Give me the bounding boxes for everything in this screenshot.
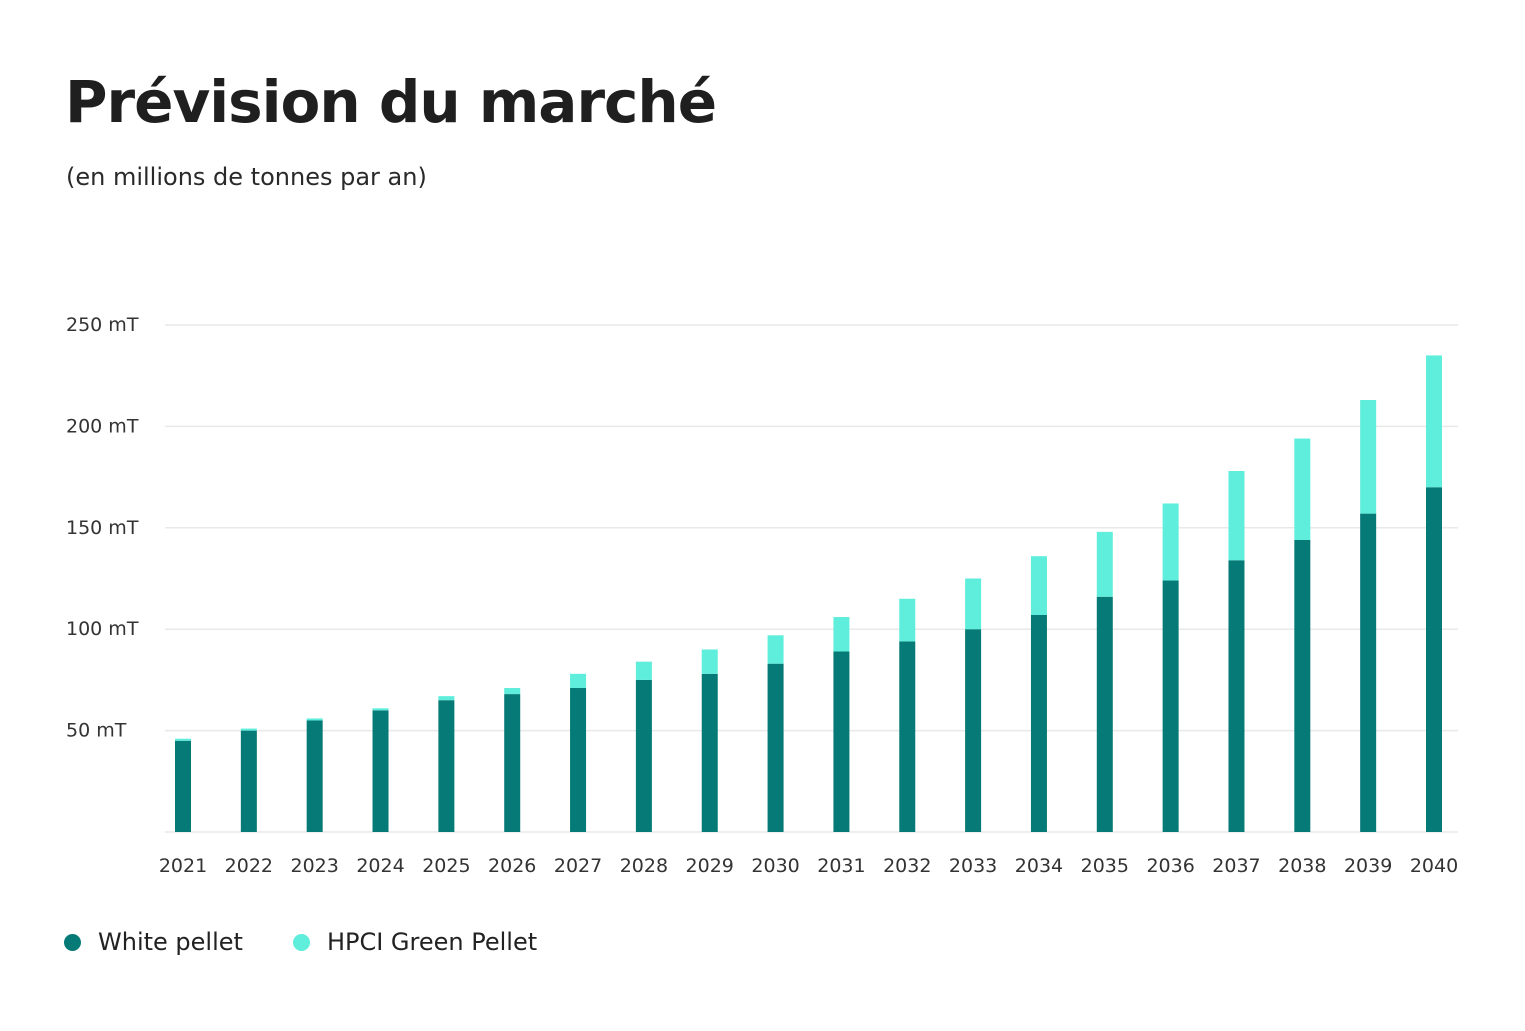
chart-subtitle: (en millions de tonnes par an) [66,163,427,191]
bar-segment-hpci-green-pellet-2039 [1360,400,1377,514]
y-tick-label: 50 mT [66,720,127,742]
x-tick-label-2021: 2021 [159,855,207,877]
x-tick-label-2030: 2030 [751,855,799,877]
bar-segment-hpci-green-pellet-2040 [1426,355,1442,488]
bar-segment-hpci-green-pellet-2034 [1030,556,1047,616]
x-tick-label-2037: 2037 [1212,855,1260,877]
bar-segment-white-pellet-2025 [438,700,455,832]
bar-segment-white-pellet-2030 [767,663,784,832]
x-tick-label-2031: 2031 [817,855,865,877]
bar-segment-hpci-green-pellet-2038 [1294,438,1311,540]
bars [175,355,1442,832]
bar-segment-white-pellet-2021 [175,740,191,832]
legend: White pellet HPCI Green Pellet [64,928,587,956]
bar-segment-hpci-green-pellet-2036 [1162,503,1179,581]
bar-segment-white-pellet-2026 [504,694,521,832]
x-tick-label-2039: 2039 [1344,855,1392,877]
legend-swatch-white-pellet [64,933,81,951]
gridlines [165,324,1458,833]
bar-segment-hpci-green-pellet-2030 [767,635,784,664]
bar-segment-white-pellet-2024 [372,710,389,832]
bar-segment-hpci-green-pellet-2024 [372,708,389,711]
bar-segment-hpci-green-pellet-2025 [438,696,455,701]
bar-segment-white-pellet-2039 [1360,513,1377,832]
bar-segment-hpci-green-pellet-2029 [701,649,718,674]
bar-segment-hpci-green-pellet-2023 [306,718,323,721]
legend-item-white-pellet: White pellet [64,928,243,956]
x-tick-label-2040: 2040 [1410,855,1458,877]
bar-segment-white-pellet-2029 [701,673,718,832]
bar-segment-hpci-green-pellet-2033 [965,578,982,630]
bar-segment-white-pellet-2040 [1426,487,1442,832]
bar-segment-hpci-green-pellet-2037 [1228,471,1245,561]
x-tick-label-2027: 2027 [554,855,602,877]
bar-segment-white-pellet-2034 [1030,615,1047,832]
y-tick-label: 200 mT [66,415,139,437]
x-tick-label-2034: 2034 [1015,855,1063,877]
x-tick-label-2022: 2022 [225,855,273,877]
x-tick-label-2028: 2028 [620,855,668,877]
bar-segment-hpci-green-pellet-2026 [504,688,521,695]
bar-segment-hpci-green-pellet-2031 [833,617,850,652]
y-tick-label: 100 mT [66,618,139,640]
bar-segment-hpci-green-pellet-2028 [635,661,652,680]
bar-segment-white-pellet-2035 [1096,596,1113,832]
legend-label-white-pellet: White pellet [98,928,243,956]
x-axis-tick-labels: 2021 2022 2023 2024 2025 2026 2027 2028 2029 2030… [159,855,1458,877]
x-tick-label-2025: 2025 [422,855,470,877]
bar-segment-white-pellet-2022 [240,730,257,832]
x-tick-label-2038: 2038 [1278,855,1326,877]
bar-segment-white-pellet-2027 [570,688,587,832]
bar-segment-hpci-green-pellet-2027 [570,673,587,689]
bar-segment-hpci-green-pellet-2021 [175,738,191,741]
bar-segment-white-pellet-2033 [965,629,982,832]
y-axis-tick-labels: 50 mT 100 mT 150 mT 200 mT 250 mT [66,314,139,742]
x-tick-label-2033: 2033 [949,855,997,877]
bar-segment-white-pellet-2037 [1228,560,1245,832]
bar-segment-white-pellet-2038 [1294,539,1311,832]
x-tick-label-2032: 2032 [883,855,931,877]
bar-segment-white-pellet-2032 [899,641,916,832]
bar-segment-white-pellet-2031 [833,651,850,832]
x-tick-label-2026: 2026 [488,855,536,877]
bar-segment-hpci-green-pellet-2022 [240,728,257,731]
bar-segment-hpci-green-pellet-2035 [1096,531,1113,597]
chart-title: Prévision du marché [65,68,717,136]
bar-segment-hpci-green-pellet-2032 [899,598,916,642]
x-tick-label-2024: 2024 [356,855,404,877]
bar-segment-white-pellet-2036 [1162,580,1179,832]
x-tick-label-2036: 2036 [1146,855,1194,877]
y-tick-label: 250 mT [66,314,139,336]
x-tick-label-2029: 2029 [686,855,734,877]
legend-label-hpci-green-pellet: HPCI Green Pellet [326,928,538,956]
bar-segment-white-pellet-2023 [306,720,323,832]
legend-swatch-hpci-green-pellet [292,933,310,951]
bar-segment-white-pellet-2028 [635,679,652,832]
x-tick-label-2035: 2035 [1081,855,1129,877]
y-tick-label: 150 mT [66,517,139,539]
x-tick-label-2023: 2023 [291,855,339,877]
legend-item-hpci-green-pellet: HPCI Green Pellet [292,928,538,956]
